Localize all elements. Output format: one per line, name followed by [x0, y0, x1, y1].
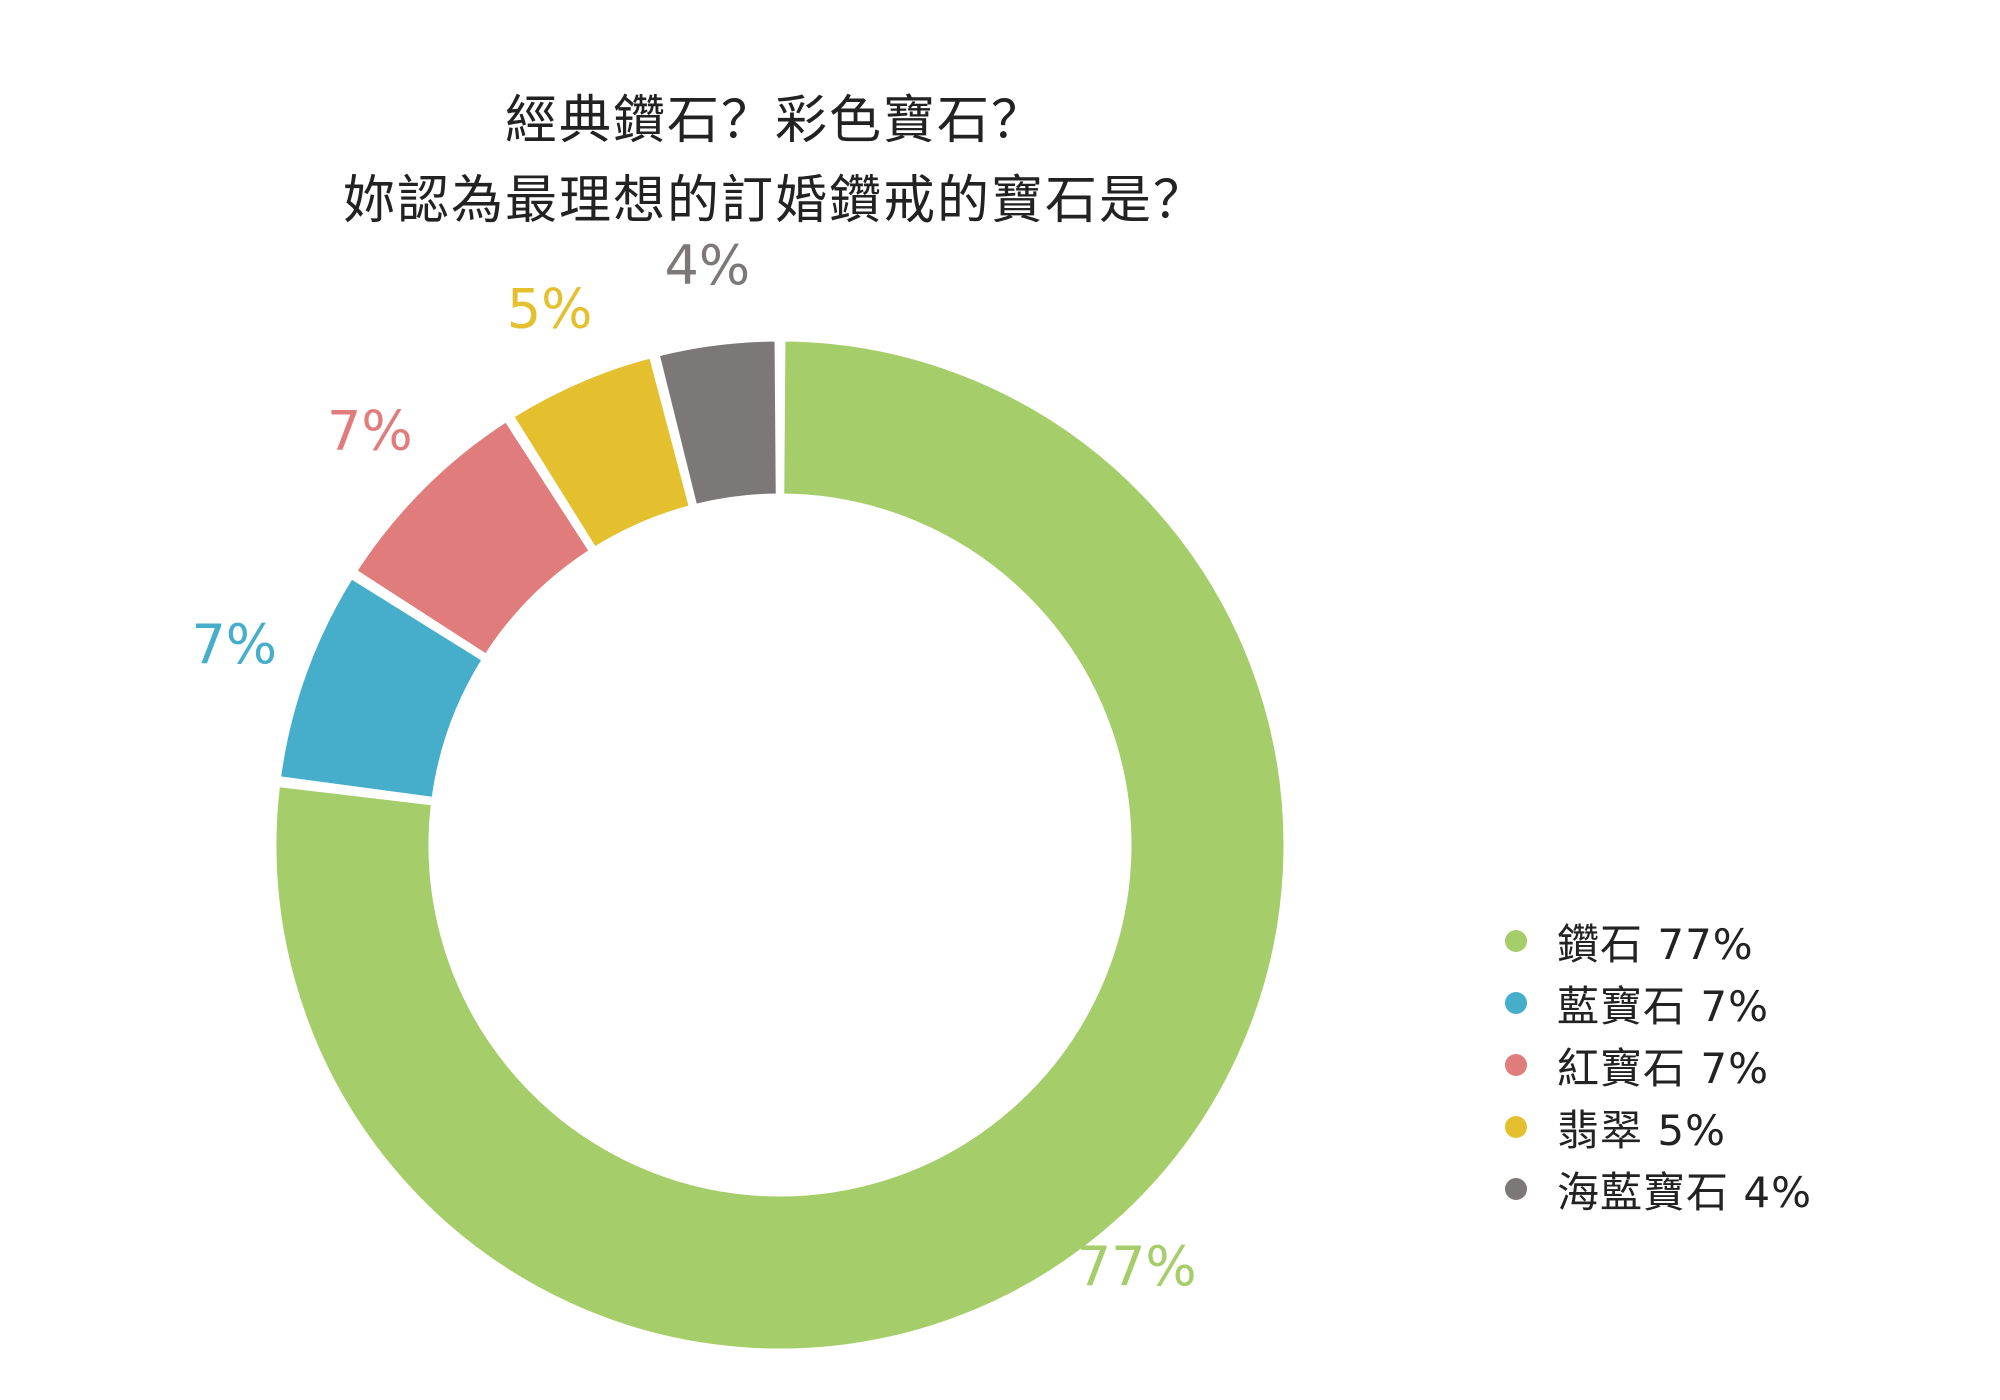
- legend-dot-icon: [1505, 1178, 1527, 1200]
- chart-title-line-1: 經典鑽石？彩色寶石？: [504, 91, 1045, 151]
- legend-item-3: 紅寶石 7%: [1505, 1034, 1812, 1096]
- legend-item-2: 藍寶石 7%: [1505, 972, 1812, 1034]
- legend-item-label: 海藍寶石 4%: [1557, 1167, 1812, 1217]
- legend-item-4: 翡翠 5%: [1505, 1096, 1812, 1158]
- slice-5-value-label: 4%: [664, 234, 750, 297]
- chart-title-line-2: 妳認為最理想的訂婚鑽戒的寶石是？: [342, 171, 1207, 231]
- donut-slices: [273, 338, 1287, 1352]
- legend-dot-icon: [1505, 1116, 1527, 1138]
- legend-item-1: 鑽石 77%: [1505, 910, 1812, 972]
- legend-item-label: 紅寶石 7%: [1557, 1043, 1769, 1093]
- slice-value-labels: 77% 7% 7% 5% 4%: [191, 234, 1196, 1298]
- slice-1: [273, 338, 1287, 1352]
- legend: 鑽石 77% 藍寶石 7% 紅寶石 7% 翡翠 5% 海藍寶石 4%: [1505, 910, 1812, 1220]
- slice-4-value-label: 5%: [507, 277, 593, 340]
- legend-dot-icon: [1505, 992, 1527, 1014]
- slice-5: [656, 338, 779, 508]
- slice-3: [353, 418, 593, 658]
- slice-2: [277, 575, 486, 801]
- legend-dot-icon: [1505, 930, 1527, 952]
- legend-item-label: 翡翠 5%: [1557, 1105, 1726, 1155]
- slice-1-value-label: 77%: [1077, 1235, 1197, 1298]
- slice-2-value-label: 7%: [191, 613, 277, 676]
- legend-item-5: 海藍寶石 4%: [1505, 1158, 1812, 1220]
- slice-3-value-label: 7%: [327, 400, 413, 463]
- legend-item-label: 藍寶石 7%: [1557, 981, 1769, 1031]
- legend-dot-icon: [1505, 1054, 1527, 1076]
- legend-item-label: 鑽石 77%: [1557, 919, 1754, 969]
- slice-4: [510, 355, 693, 551]
